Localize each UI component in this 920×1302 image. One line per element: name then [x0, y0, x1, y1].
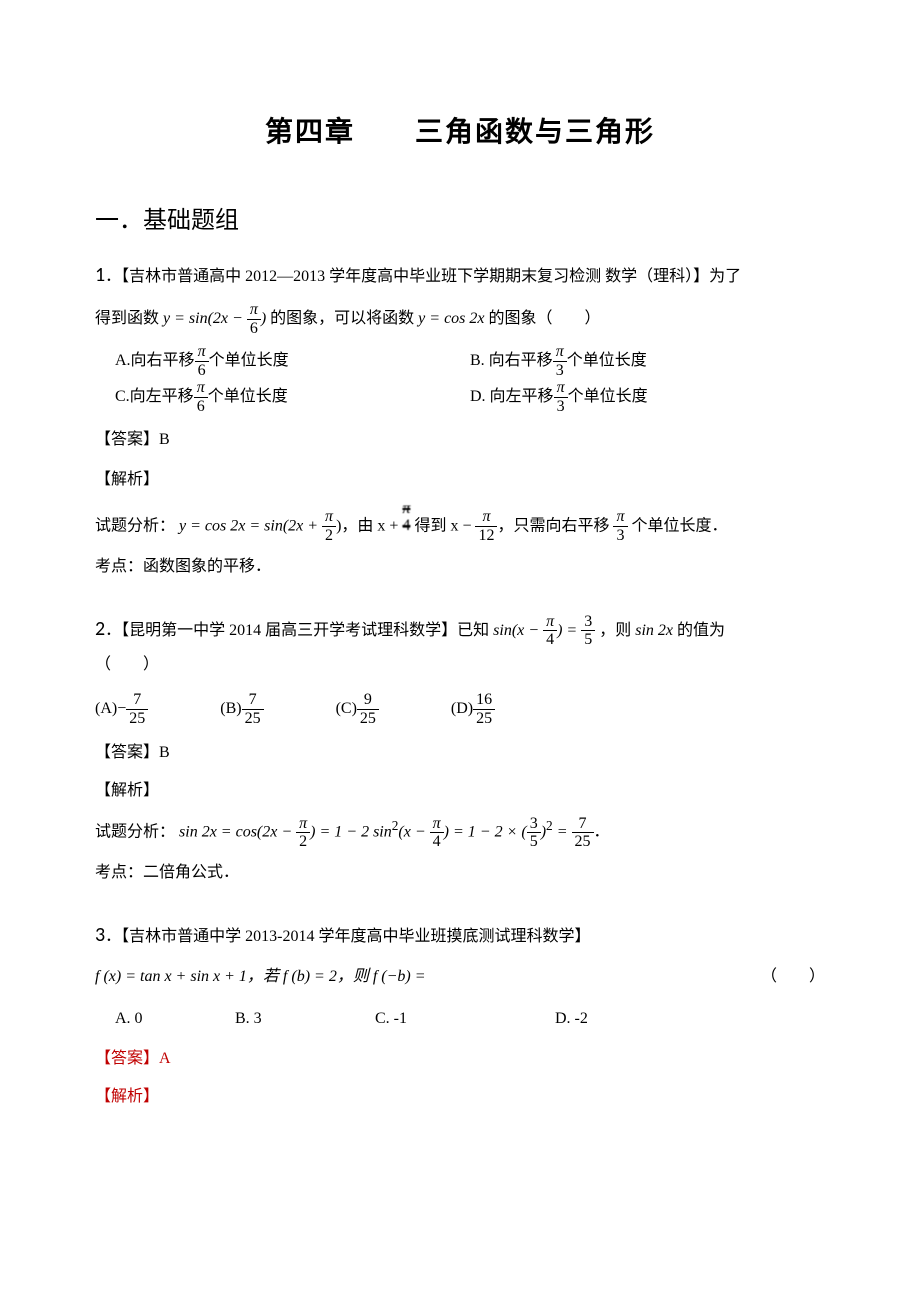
- q3-options: A. 0 B. 3 C. -1 D. -2: [115, 1003, 825, 1035]
- answer-label: 【答案】: [95, 431, 159, 448]
- answer-label: 【答案】: [95, 1050, 159, 1067]
- section-heading: 一．基础题组: [95, 200, 825, 235]
- q1-answer: 【答案】B: [95, 424, 825, 456]
- q2-blank: （ ）: [95, 649, 825, 681]
- q1-answer-letter: B: [159, 431, 170, 448]
- q2-options: (A)−725 (B)725 (C)925 (D)1625: [95, 691, 825, 727]
- q3-answer-letter: A: [159, 1050, 171, 1067]
- q2-answer: 【答案】B: [95, 737, 825, 769]
- q2-option-a: (A)−725: [95, 691, 148, 727]
- smudged-fraction: π4: [402, 500, 410, 535]
- q3-option-c: C. -1: [375, 1003, 555, 1035]
- q3-stem: f (x) = tan x + sin x + 1，若 f (b) = 2，则 …: [95, 961, 825, 993]
- q1-expr-g: y = cos 2x: [418, 310, 484, 327]
- q2-option-b: (B)725: [220, 691, 263, 727]
- q3-answer: 【答案】A: [95, 1043, 825, 1075]
- q1-option-a: A.向右平移π6个单位长度: [115, 343, 470, 379]
- q3-option-b: B. 3: [235, 1003, 375, 1035]
- q2-expr: sin(x − π4) = 35: [493, 613, 595, 649]
- q2-option-d: (D)1625: [451, 691, 495, 727]
- q1-option-d: D. 向左平移π3个单位长度: [470, 379, 825, 415]
- q2-answer-letter: B: [159, 744, 170, 761]
- q2-source: ．【昆明第一中学 2014 届高三开学考试理科数学】已知: [105, 622, 489, 639]
- q1-stem: 得到函数 y = sin(2x − π6) 的图象，可以将函数 y = cos …: [95, 301, 825, 337]
- q1-stem-a: 得到函数: [95, 310, 163, 327]
- q3-number: 3: [95, 923, 105, 947]
- question-2: 2．【昆明第一中学 2014 届高三开学考试理科数学】已知 sin(x − π4…: [95, 609, 825, 889]
- q2-number: 2: [95, 617, 105, 641]
- q2-option-c: (C)925: [336, 691, 379, 727]
- page: 第四章 三角函数与三角形 一．基础题组 1．【吉林市普通高中 2012—2013…: [0, 0, 920, 1199]
- chapter-title: 第四章 三角函数与三角形: [95, 110, 825, 150]
- q1-stem-c: 的图象（ ）: [489, 310, 601, 327]
- q1-stem-b: 的图象，可以将函数: [270, 310, 418, 327]
- q1-kaodian: 考点：函数图象的平移．: [95, 551, 825, 583]
- q1-explain-label: 【解析】: [95, 464, 825, 496]
- answer-label: 【答案】: [95, 744, 159, 761]
- q3-option-a: A. 0: [115, 1003, 235, 1035]
- q1-option-b: B. 向右平移π3个单位长度: [470, 343, 825, 379]
- q1-option-c: C.向左平移π6个单位长度: [115, 379, 470, 415]
- q2-explain-label: 【解析】: [95, 775, 825, 807]
- q1-source: ．【吉林市普通高中 2012—2013 学年度高中毕业班下学期期末复习检测 数学…: [105, 268, 741, 285]
- q3-source: ．【吉林市普通中学 2013-2014 学年度高中毕业班摸底测试理科数学】: [105, 928, 590, 945]
- q1-analysis: 试题分析： y = cos 2x = sin(2x + π2)，由 x + π4…: [95, 500, 825, 545]
- q2-kaodian: 考点：二倍角公式．: [95, 857, 825, 889]
- q1-number: 1: [95, 263, 105, 287]
- question-1: 1．【吉林市普通高中 2012—2013 学年度高中毕业班下学期期末复习检测 数…: [95, 255, 825, 583]
- q1-expr-y: y = sin(2x − π6): [163, 301, 266, 337]
- q3-option-d: D. -2: [555, 1003, 655, 1035]
- q2-analysis: 试题分析： sin 2x = cos(2x − π2) = 1 − 2 sin2…: [95, 811, 825, 851]
- q1-frac-pi6: π6: [247, 301, 261, 337]
- q1-options: A.向右平移π6个单位长度 B. 向右平移π3个单位长度 C.向左平移π6个单位…: [115, 343, 825, 415]
- q3-explain-label: 【解析】: [95, 1081, 825, 1113]
- question-3: 3．【吉林市普通中学 2013-2014 学年度高中毕业班摸底测试理科数学】 f…: [95, 915, 825, 1113]
